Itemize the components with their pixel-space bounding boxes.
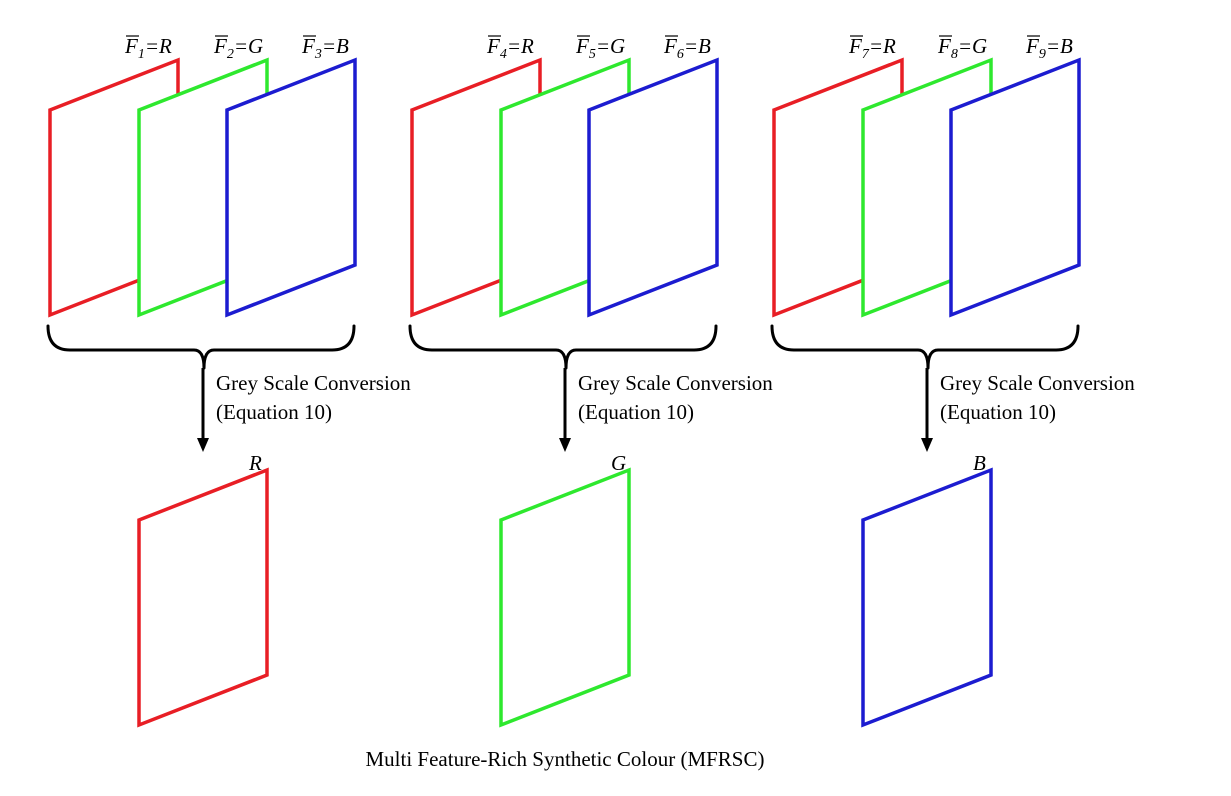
group-brace (770, 324, 1080, 370)
feature-frame-b (225, 57, 357, 318)
arrow-head-icon (921, 438, 933, 452)
feature-label: F7=R (848, 34, 896, 62)
diagram-caption: Multi Feature-Rich Synthetic Colour (MFR… (366, 747, 765, 771)
feature-frame-b (587, 57, 719, 318)
group-brace (408, 324, 718, 370)
feature-label: F9=B (1025, 34, 1073, 62)
output-channel-label: G (611, 451, 626, 475)
equation-label: (Equation 10) (216, 400, 332, 424)
feature-label: F3=B (301, 34, 349, 62)
arrow-head-icon (197, 438, 209, 452)
arrow-head-icon (559, 438, 571, 452)
group-brace (46, 324, 356, 370)
equation-label: (Equation 10) (578, 400, 694, 424)
output-frame-g (499, 467, 631, 728)
feature-frame-b (949, 57, 1081, 318)
equation-label: (Equation 10) (940, 400, 1056, 424)
feature-label: F4=R (486, 34, 534, 62)
conversion-label: Grey Scale Conversion (216, 371, 411, 395)
output-frame-b (861, 467, 993, 728)
feature-label: F6=B (663, 34, 711, 62)
feature-label: F2=G (213, 34, 263, 62)
output-channel-label: R (248, 451, 262, 475)
output-channel-label: B (973, 451, 986, 475)
conversion-label: Grey Scale Conversion (940, 371, 1135, 395)
conversion-label: Grey Scale Conversion (578, 371, 773, 395)
feature-label: F8=G (937, 34, 987, 62)
output-frame-r (137, 467, 269, 728)
feature-label: F1=R (124, 34, 172, 62)
feature-label: F5=G (575, 34, 625, 62)
